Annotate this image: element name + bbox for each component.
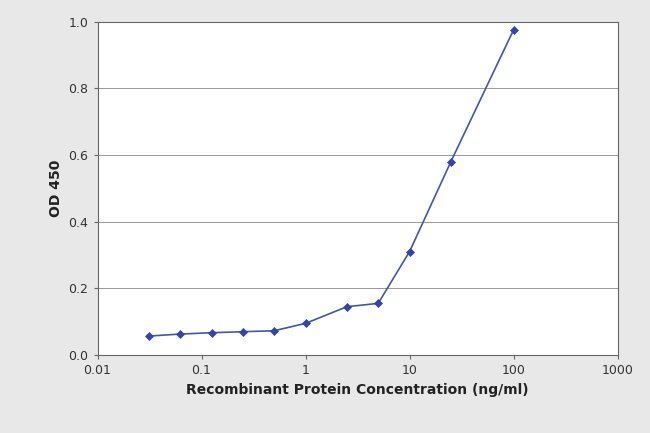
X-axis label: Recombinant Protein Concentration (ng/ml): Recombinant Protein Concentration (ng/ml… <box>186 383 529 397</box>
Y-axis label: OD 450: OD 450 <box>49 160 63 217</box>
